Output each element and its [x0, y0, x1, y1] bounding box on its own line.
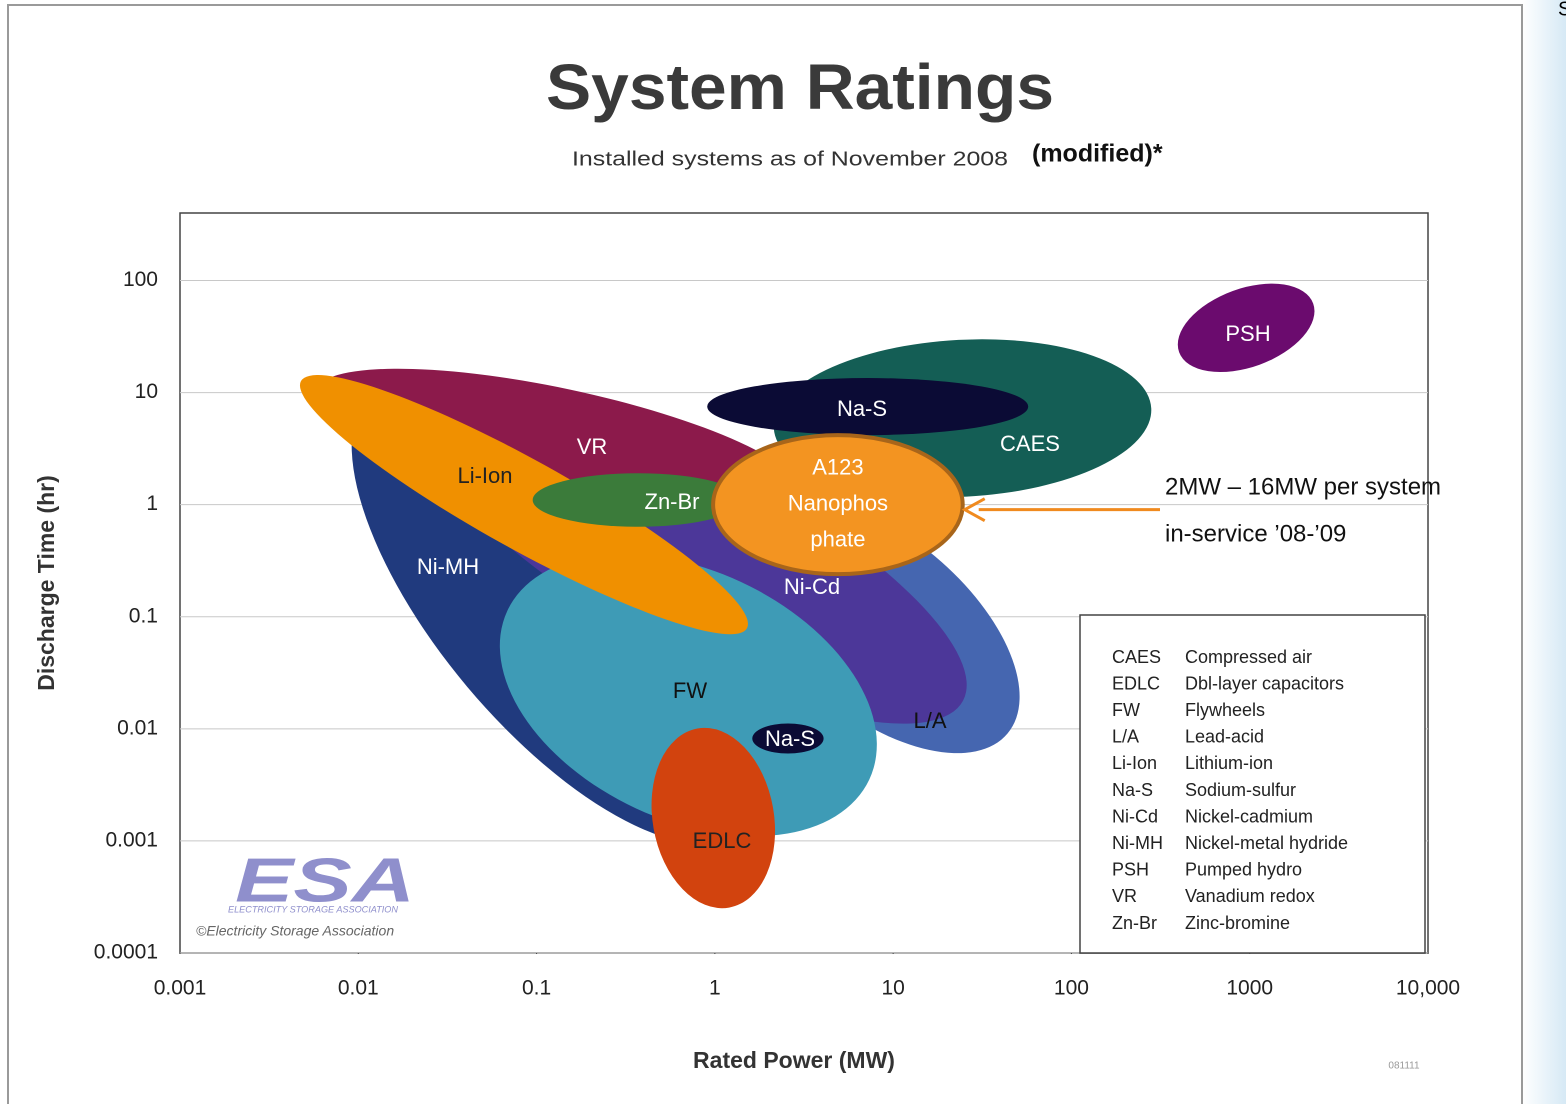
region: [707, 378, 1029, 436]
x-tick-label: 1: [709, 977, 721, 1000]
region: [651, 727, 776, 909]
region: [752, 723, 824, 754]
region-label: Li-Ion: [457, 463, 512, 488]
legend-box: [1079, 614, 1426, 954]
legend-abbr: VR: [1112, 886, 1137, 906]
x-tick-label: 100: [1054, 977, 1089, 1000]
y-tick-label: 0.1: [129, 604, 158, 627]
legend-abbr: EDLC: [1112, 673, 1160, 693]
y-tick-label: 1: [146, 492, 158, 515]
legend-desc: Pumped hydro: [1185, 860, 1302, 880]
code: 081111: [1388, 1061, 1420, 1072]
corner-text: S: [1558, 0, 1566, 20]
legend-abbr: FW: [1112, 700, 1140, 720]
legend-abbr: CAES: [1112, 647, 1161, 667]
region-label: Zn-Br: [645, 489, 700, 514]
subtitle-note: (modified)*: [1032, 140, 1163, 168]
arrow-head: [961, 497, 986, 522]
region-label: Ni-MH: [417, 554, 479, 579]
region-label: Ni-Cd: [784, 574, 840, 599]
legend-desc: Lithium-ion: [1185, 753, 1273, 773]
x-tick-label: 10,000: [1396, 977, 1460, 1000]
region-label: L/A: [913, 708, 946, 733]
legend-desc: Vanadium redox: [1185, 886, 1315, 906]
region: [299, 375, 749, 635]
highlight-region: [711, 433, 965, 577]
x-tick-label: 0.01: [338, 977, 379, 1000]
chart-title: System Ratings: [546, 51, 1054, 123]
x-tick-label: 10: [881, 977, 904, 1000]
highlight-label: phate: [810, 526, 865, 551]
x-axis-label: Rated Power (MW): [693, 1047, 895, 1073]
region-label: EDLC: [693, 828, 752, 853]
legend-abbr: Li-Ion: [1112, 753, 1157, 773]
y-tick-label: 0.01: [117, 716, 158, 739]
region-label: Na-S: [837, 396, 887, 421]
annotation: in-service ’08-’09: [1165, 520, 1346, 547]
highlight-label: Nanophos: [788, 490, 888, 515]
legend-desc: Compressed air: [1185, 647, 1312, 667]
legend-abbr: L/A: [1112, 727, 1139, 747]
legend-abbr: Zn-Br: [1112, 913, 1157, 933]
x-tick-label: 0.001: [154, 977, 207, 1000]
region-label: PSH: [1225, 321, 1270, 346]
edge-shade: [1522, 0, 1566, 1104]
legend-desc: Flywheels: [1185, 700, 1265, 720]
region-label: FW: [673, 678, 707, 703]
x-tick-label: 0.1: [522, 977, 551, 1000]
legend-desc: Zinc-bromine: [1185, 913, 1290, 933]
logo-name: ELECTRICITY STORAGE ASSOCIATION: [228, 904, 399, 914]
y-tick-label: 0.001: [105, 828, 158, 851]
legend-desc: Nickel-cadmium: [1185, 806, 1313, 826]
region: [499, 553, 877, 837]
legend-desc: Sodium-sulfur: [1185, 780, 1296, 800]
x-tick-label: 1000: [1226, 977, 1273, 1000]
annotation: 2MW – 16MW per system: [1165, 473, 1441, 500]
y-tick-label: 0.0001: [94, 941, 158, 964]
copyright: ©Electricity Storage Association: [196, 923, 394, 939]
region-label: VR: [577, 434, 608, 459]
legend-desc: Lead-acid: [1185, 727, 1264, 747]
logo-mark: ESA: [235, 846, 415, 915]
chart-subtitle: Installed systems as of November 2008: [572, 148, 1008, 170]
region: [1177, 283, 1315, 373]
legend-abbr: Ni-Cd: [1112, 806, 1158, 826]
region-label: Na-S: [765, 726, 815, 751]
y-tick-label: 10: [135, 380, 158, 403]
legend-abbr: PSH: [1112, 860, 1149, 880]
legend-desc: Dbl-layer capacitors: [1185, 673, 1344, 693]
region-label: CAES: [1000, 431, 1060, 456]
legend-abbr: Na-S: [1112, 780, 1153, 800]
y-tick-label: 100: [123, 268, 158, 291]
region: [532, 473, 744, 527]
y-axis-label: Discharge Time (hr): [33, 475, 59, 691]
legend-abbr: Ni-MH: [1112, 833, 1163, 853]
highlight-label: A123: [812, 454, 863, 479]
legend-desc: Nickel-metal hydride: [1185, 833, 1348, 853]
